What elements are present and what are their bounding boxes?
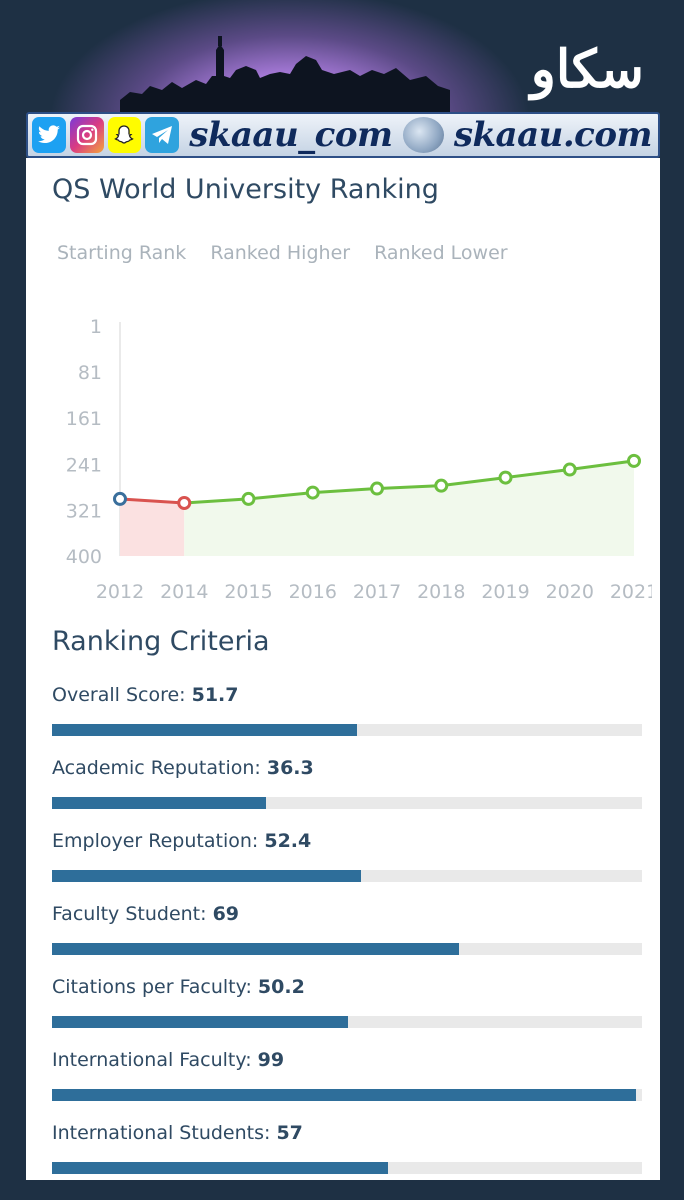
- brand-logo-arabic: سكاو: [530, 39, 644, 100]
- criteria-row: Academic Reputation: 36.3: [52, 755, 642, 828]
- ranking-card: QS World University Ranking Starting Ran…: [26, 158, 660, 1180]
- criteria-bar-fill: [52, 943, 460, 955]
- criteria-value: 69: [212, 903, 240, 925]
- x-tick-label: 2016: [289, 581, 337, 603]
- x-tick-label: 2017: [353, 581, 401, 603]
- criteria-value: 36.3: [266, 757, 314, 779]
- criteria-name: Citations per Faculty:: [52, 976, 258, 998]
- data-point[interactable]: [177, 495, 192, 510]
- criteria-label: International Students: 57: [52, 1120, 642, 1146]
- data-point[interactable]: [241, 491, 256, 506]
- criteria-bar-track: [52, 1089, 642, 1101]
- criteria-value: 51.7: [191, 684, 239, 706]
- criteria-name: Overall Score:: [52, 684, 192, 706]
- criteria-name: Faculty Student:: [52, 903, 213, 925]
- criteria-label: Overall Score: 51.7: [52, 682, 642, 708]
- criteria-row: International Students: 57: [52, 1120, 642, 1193]
- y-tick-label: 400: [66, 546, 102, 568]
- x-tick-label: 2020: [546, 581, 594, 603]
- data-point[interactable]: [305, 485, 320, 500]
- globe-icon: [402, 117, 444, 153]
- y-tick-label: 81: [78, 362, 102, 384]
- legend-starting-rank[interactable]: Starting Rank: [57, 242, 187, 264]
- criteria-bar-fill: [52, 724, 358, 736]
- series-line-0: [119, 497, 185, 505]
- instagram-icon[interactable]: [69, 117, 104, 153]
- criteria-label: International Faculty: 99: [52, 1047, 642, 1073]
- page-title: QS World University Ranking: [52, 174, 439, 205]
- criteria-bar-track: [52, 724, 642, 736]
- data-point[interactable]: [434, 478, 449, 493]
- criteria-bar-fill: [52, 1016, 349, 1028]
- social-bar: skaau_com skaau.com: [26, 112, 660, 158]
- y-tick-label: 321: [66, 500, 102, 522]
- telegram-icon[interactable]: [145, 117, 180, 153]
- series-area-0: [120, 498, 185, 556]
- criteria-bar-fill: [52, 1089, 637, 1101]
- criteria-label: Academic Reputation: 36.3: [52, 755, 642, 781]
- data-point[interactable]: [113, 491, 127, 506]
- criteria-row: International Faculty: 99: [52, 1047, 642, 1120]
- x-tick-label: 2021: [610, 581, 652, 603]
- criteria-bar-track: [52, 797, 642, 809]
- legend-ranked-lower[interactable]: Ranked Lower: [374, 242, 508, 264]
- x-tick-label: 2019: [481, 581, 529, 603]
- criteria-bar-track: [52, 1162, 642, 1174]
- criteria-row: Citations per Faculty: 50.2: [52, 974, 642, 1047]
- criteria-bar-track: [52, 1016, 642, 1028]
- criteria-name: International Students:: [52, 1122, 277, 1144]
- y-tick-label: 161: [66, 408, 102, 430]
- criteria-value: 99: [257, 1049, 285, 1071]
- site-url[interactable]: skaau.com: [453, 115, 653, 155]
- criteria-bar-fill: [52, 870, 362, 882]
- x-tick-label: 2012: [96, 581, 144, 603]
- data-point[interactable]: [562, 462, 577, 477]
- header-banner: سكاو skaau_com skaau.com: [0, 0, 684, 160]
- criteria-name: Academic Reputation:: [52, 757, 267, 779]
- criteria-name: Employer Reputation:: [52, 830, 265, 852]
- criteria-value: 57: [276, 1122, 303, 1144]
- twitter-icon[interactable]: [32, 117, 66, 153]
- criteria-value: 52.4: [264, 830, 312, 852]
- chart-legend: Starting Rank Ranked Higher Ranked Lower: [57, 242, 532, 264]
- data-point[interactable]: [498, 470, 513, 485]
- criteria-label: Employer Reputation: 52.4: [52, 828, 642, 854]
- criteria-bar-track: [52, 943, 642, 955]
- criteria-bar-track: [52, 870, 642, 882]
- criteria-row: Overall Score: 51.7: [52, 682, 642, 755]
- legend-ranked-higher[interactable]: Ranked Higher: [210, 242, 351, 264]
- criteria-row: Faculty Student: 69: [52, 901, 642, 974]
- data-point[interactable]: [370, 481, 384, 496]
- data-point[interactable]: [627, 453, 641, 468]
- x-tick-label: 2015: [224, 581, 272, 603]
- criteria-value: 50.2: [257, 976, 305, 998]
- criteria-list: Overall Score: 51.7 Academic Reputation: …: [52, 682, 642, 1193]
- ranking-chart: 1 81 161 241 321 400 2012 2014 2015 2016 2017 2018…: [66, 316, 652, 603]
- criteria-bar-fill: [52, 1162, 389, 1174]
- y-tick-label: 241: [66, 454, 102, 476]
- series-line-1: [184, 459, 635, 505]
- criteria-label: Citations per Faculty: 50.2: [52, 974, 642, 1000]
- x-tick-label: 2018: [417, 581, 465, 603]
- criteria-row: Employer Reputation: 52.4: [52, 828, 642, 901]
- x-tick-label: 2014: [160, 581, 208, 603]
- criteria-title: Ranking Criteria: [52, 626, 270, 657]
- criteria-name: International Faculty:: [52, 1049, 258, 1071]
- social-handle: skaau_com: [189, 115, 393, 155]
- series-area-1: [184, 460, 634, 556]
- y-tick-label: 1: [90, 316, 102, 338]
- skyline-silhouette: [120, 36, 450, 130]
- criteria-bar-fill: [52, 797, 267, 809]
- snapchat-icon[interactable]: [107, 117, 142, 153]
- criteria-label: Faculty Student: 69: [52, 901, 642, 927]
